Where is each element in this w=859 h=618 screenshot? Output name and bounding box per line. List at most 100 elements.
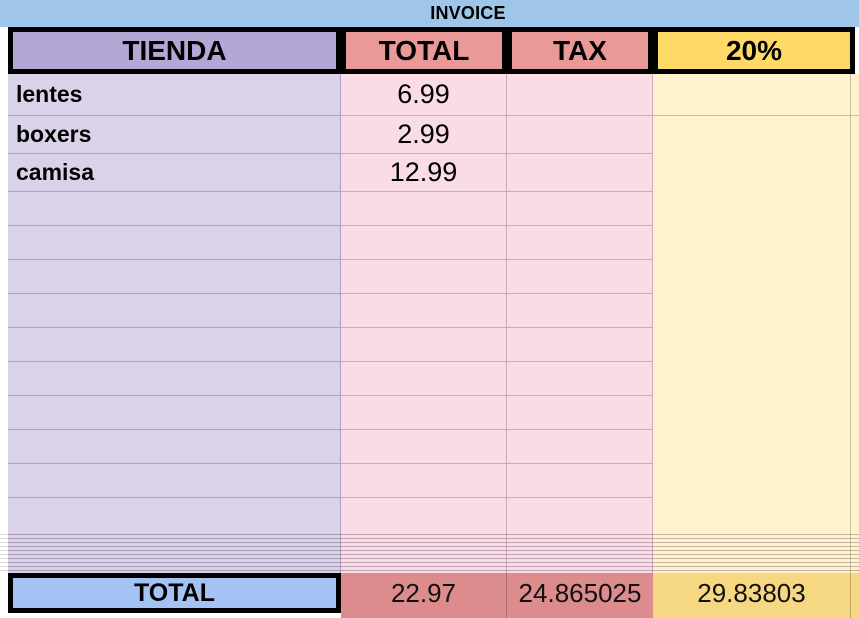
table-row-empty — [0, 362, 859, 396]
empty-cell[interactable] — [653, 464, 850, 498]
left-margin — [0, 226, 8, 260]
column-header-tienda[interactable]: TIENDA — [8, 27, 341, 74]
empty-cell[interactable] — [507, 192, 653, 226]
cutoff-column-sliver — [850, 573, 859, 618]
left-margin — [0, 192, 8, 226]
table-row: boxers 2.99 — [0, 116, 859, 154]
cutoff-column-sliver — [850, 226, 859, 260]
empty-cell[interactable] — [507, 226, 653, 260]
cell-item-tax[interactable] — [507, 154, 653, 192]
empty-cell[interactable] — [507, 260, 653, 294]
table-row: lentes 6.99 — [0, 74, 859, 116]
column-header-20pct[interactable]: 20% — [653, 27, 855, 74]
empty-cell[interactable] — [507, 328, 653, 362]
footer-total-label-cell[interactable]: TOTAL — [8, 573, 341, 613]
cutoff-column-sliver — [850, 396, 859, 430]
left-margin — [0, 396, 8, 430]
empty-cell[interactable] — [8, 430, 341, 464]
empty-cell[interactable] — [653, 294, 850, 328]
collapsed-cells-tax[interactable] — [507, 531, 653, 573]
footer-20pct-value-cell[interactable]: 29.83803 — [653, 573, 850, 618]
left-margin — [0, 362, 8, 396]
cutoff-column-sliver — [850, 328, 859, 362]
table-row-empty — [0, 294, 859, 328]
empty-cell[interactable] — [8, 464, 341, 498]
left-margin — [0, 430, 8, 464]
collapsed-cells-20pct[interactable] — [653, 531, 850, 573]
empty-cell[interactable] — [341, 226, 507, 260]
left-margin — [0, 498, 8, 532]
empty-cell[interactable] — [8, 362, 341, 396]
empty-cell[interactable] — [653, 328, 850, 362]
left-margin — [0, 531, 8, 573]
table-row-empty — [0, 260, 859, 294]
column-header-total[interactable]: TOTAL — [341, 27, 507, 74]
left-margin — [0, 328, 8, 362]
empty-cell[interactable] — [653, 430, 850, 464]
empty-cell[interactable] — [507, 362, 653, 396]
empty-cell[interactable] — [341, 362, 507, 396]
table-row-empty — [0, 192, 859, 226]
table-row-empty — [0, 328, 859, 362]
cell-item-total[interactable]: 6.99 — [341, 74, 507, 116]
empty-cell[interactable] — [341, 498, 507, 532]
empty-cell[interactable] — [341, 396, 507, 430]
empty-cell[interactable] — [8, 192, 341, 226]
left-margin — [0, 74, 8, 116]
empty-cell[interactable] — [653, 260, 850, 294]
collapsed-cells-total[interactable] — [341, 531, 507, 573]
table-row-empty — [0, 498, 859, 532]
empty-cell[interactable] — [8, 260, 341, 294]
empty-cell[interactable] — [507, 464, 653, 498]
empty-cell[interactable] — [341, 192, 507, 226]
empty-cell[interactable] — [8, 226, 341, 260]
empty-cell[interactable] — [507, 430, 653, 464]
invoice-title: INVOICE — [430, 3, 506, 23]
empty-cell[interactable] — [653, 362, 850, 396]
empty-cell[interactable] — [653, 192, 850, 226]
cutoff-column-sliver — [850, 531, 859, 573]
cutoff-column-sliver — [850, 362, 859, 396]
empty-cell[interactable] — [653, 396, 850, 430]
cell-item-pct[interactable] — [653, 116, 850, 154]
cell-item-name[interactable]: lentes — [8, 74, 341, 116]
table-row-empty — [0, 430, 859, 464]
cutoff-column-sliver — [850, 498, 859, 532]
empty-cell[interactable] — [507, 294, 653, 328]
table-row-empty — [0, 396, 859, 430]
cutoff-column-sliver — [850, 294, 859, 328]
cell-item-name[interactable]: camisa — [8, 154, 341, 192]
footer-tax-value-cell[interactable]: 24.865025 — [507, 573, 653, 618]
table-row-empty — [0, 464, 859, 498]
empty-cell[interactable] — [653, 226, 850, 260]
cell-item-tax[interactable] — [507, 116, 653, 154]
empty-cell[interactable] — [8, 498, 341, 532]
empty-cell[interactable] — [507, 498, 653, 532]
cell-item-pct[interactable] — [653, 74, 850, 116]
table-body: lentes 6.99 boxers 2.99 camisa 12.99 — [0, 74, 859, 565]
cutoff-column-sliver — [850, 260, 859, 294]
cell-item-total[interactable]: 12.99 — [341, 154, 507, 192]
cell-item-pct[interactable] — [653, 154, 850, 192]
collapsed-cells-tienda[interactable] — [8, 531, 341, 573]
cutoff-column-sliver — [850, 74, 859, 116]
empty-cell[interactable] — [507, 396, 653, 430]
cutoff-column-sliver — [850, 154, 859, 192]
empty-cell[interactable] — [8, 396, 341, 430]
empty-cell[interactable] — [653, 498, 850, 532]
cell-item-tax[interactable] — [507, 74, 653, 116]
column-header-tax[interactable]: TAX — [507, 27, 653, 74]
cell-item-total[interactable]: 2.99 — [341, 116, 507, 154]
empty-cell[interactable] — [341, 430, 507, 464]
cell-item-name[interactable]: boxers — [8, 116, 341, 154]
empty-cell[interactable] — [8, 294, 341, 328]
empty-cell[interactable] — [341, 328, 507, 362]
empty-cell[interactable] — [8, 328, 341, 362]
table-row: camisa 12.99 — [0, 154, 859, 192]
empty-cell[interactable] — [341, 260, 507, 294]
empty-cell[interactable] — [341, 464, 507, 498]
empty-cell[interactable] — [341, 294, 507, 328]
left-margin — [0, 464, 8, 498]
footer-total-value-cell[interactable]: 22.97 — [341, 573, 507, 618]
